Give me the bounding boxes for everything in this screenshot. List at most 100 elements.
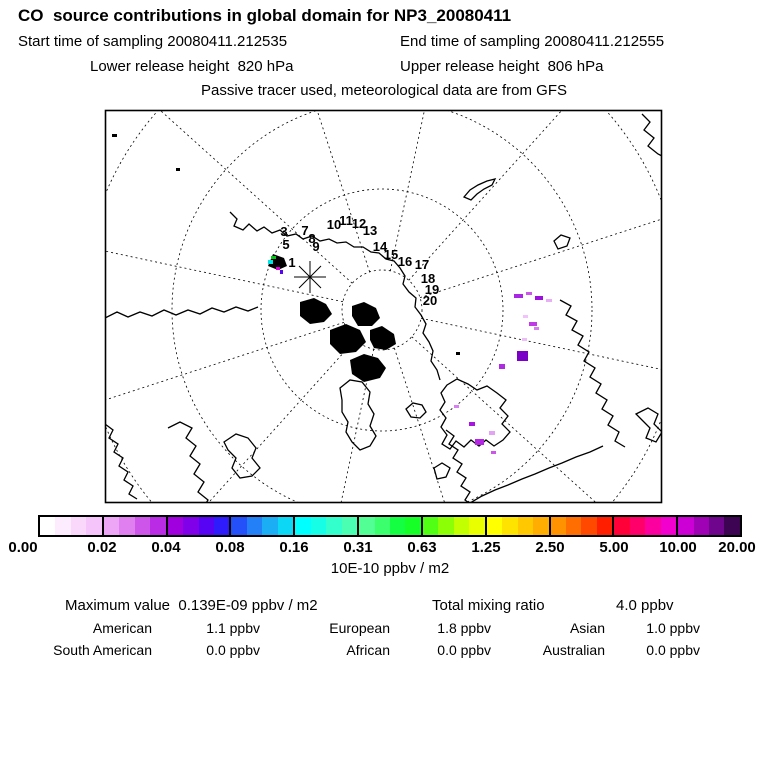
coast-europe <box>470 445 604 502</box>
coast-scandinavia <box>439 378 511 450</box>
colorbar-cell <box>581 517 597 535</box>
tracer-note: Passive tracer used, meteorological data… <box>201 82 567 99</box>
colorbar-cell <box>150 517 166 535</box>
trajectory-day-number: 11 <box>339 213 353 228</box>
coast-novaya-zemlya <box>462 178 497 201</box>
coast-britain <box>445 429 471 502</box>
colorbar-cell <box>119 517 135 535</box>
colorbar-cell <box>484 517 503 535</box>
contribution-patch <box>491 451 496 454</box>
contribution-row-2: South American 0.0 ppbv African 0.0 ppbv… <box>0 642 768 658</box>
region-label: South American <box>53 642 152 658</box>
contribution-patch <box>469 422 475 426</box>
coast-na-north <box>106 306 259 319</box>
release-marker-dots <box>268 256 283 274</box>
colorbar-cell <box>453 517 470 535</box>
start-time-label: Start time of sampling 20080411.212535 <box>18 33 288 50</box>
colorbar-cell <box>213 517 230 535</box>
contribution-patch <box>517 351 528 361</box>
colorbar-cell <box>262 517 278 535</box>
colorbar-cell <box>660 517 677 535</box>
colorbar-cell <box>533 517 549 535</box>
colorbar-cell <box>70 517 87 535</box>
contribution-patch <box>522 338 527 341</box>
colorbar-cell <box>389 517 406 535</box>
region-value: 1.1 ppbv <box>206 620 260 636</box>
region-value: 0.0 ppbv <box>437 642 491 658</box>
contribution-row-1: American 1.1 ppbv European 1.8 ppbv Asia… <box>0 620 768 636</box>
colorbar-tick-label: 0.16 <box>279 539 309 556</box>
map-frame <box>104 109 663 504</box>
colorbar-cell <box>420 517 439 535</box>
contribution-patch <box>526 292 532 295</box>
colorbar-tick-label: 0.63 <box>407 539 437 556</box>
coast-russia-east <box>559 299 626 448</box>
colorbar-cell <box>326 517 342 535</box>
coast-hudson <box>167 421 209 502</box>
contribution-patch <box>454 405 459 408</box>
colorbar-tick-label: 10.00 <box>659 539 697 556</box>
colorbar-tick-label: 5.00 <box>599 539 629 556</box>
release-marker-dot <box>268 260 273 264</box>
trajectory-day-number: 5 <box>282 237 289 252</box>
colorbar-cell <box>86 517 102 535</box>
region-value: 0.0 ppbv <box>646 642 700 658</box>
trajectory-day-number: 20 <box>423 293 437 308</box>
contribution-patch <box>534 327 539 330</box>
colorbar-cell <box>341 517 358 535</box>
colorbar-cell <box>198 517 214 535</box>
contribution-patches <box>454 292 552 454</box>
station-asterisk <box>294 261 326 293</box>
colorbar-cell <box>517 517 534 535</box>
colorbar-tick-label: 1.25 <box>471 539 501 556</box>
colorbar-ticks: 0.00 0.02 0.04 0.08 0.16 0.31 0.63 1.25 2.50 5.00… <box>0 539 768 557</box>
region-value: 1.8 ppbv <box>437 620 491 636</box>
coast-caspian <box>634 407 661 443</box>
colorbar-cell <box>565 517 582 535</box>
colorbar-cell <box>548 517 566 535</box>
colorbar-cell <box>709 517 725 535</box>
region-value: 0.0 ppbv <box>206 642 260 658</box>
region-label: African <box>346 642 390 658</box>
lower-release-label: Lower release height 820 hPa <box>90 58 294 75</box>
colorbar-cell <box>693 517 710 535</box>
colorbar-cell <box>310 517 327 535</box>
colorbar-cell <box>612 517 630 535</box>
contribution-patch <box>499 364 505 369</box>
release-marker <box>268 254 326 293</box>
colorbar-cell <box>374 517 390 535</box>
release-marker-dot <box>280 270 283 274</box>
colorbar-cell <box>724 517 740 535</box>
trajectory-day-number: 10 <box>327 217 341 232</box>
colorbar-cell <box>165 517 184 535</box>
plot-title: CO source contributions in global domain… <box>18 6 512 25</box>
colorbar-cell <box>134 517 151 535</box>
colorbar-cell <box>101 517 120 535</box>
contribution-patch <box>535 296 543 300</box>
region-label: American <box>92 620 152 636</box>
contribution-patch <box>546 299 552 302</box>
region-label: Asian <box>569 620 605 636</box>
colorbar <box>38 515 742 537</box>
release-marker-dot <box>271 256 276 259</box>
contribution-patch <box>529 322 537 326</box>
coast-siberia-arc <box>229 211 441 381</box>
release-marker-dot <box>276 267 280 270</box>
coast-ireland <box>433 462 451 480</box>
colorbar-cell <box>40 517 56 535</box>
trajectory-day-number: 7 <box>301 223 308 238</box>
colorbar-cell <box>229 517 247 535</box>
region-label: European <box>329 620 390 636</box>
trajectory-day-number: 1 <box>288 255 295 270</box>
trajectory-day-number: 19 <box>425 282 439 297</box>
total-mixing-ratio-label: Total mixing ratio <box>432 597 545 614</box>
colorbar-tick-label: 2.50 <box>535 539 565 556</box>
coast-island-right <box>553 234 571 250</box>
coast-iceland <box>405 402 427 419</box>
colorbar-cell <box>629 517 646 535</box>
coast-greenland <box>339 379 377 451</box>
maximum-value-label: Maximum value 0.139E-09 ppbv / m2 <box>65 597 318 614</box>
trajectory-day-number: 15 <box>384 247 398 262</box>
colorbar-cell <box>676 517 694 535</box>
trajectory-day-number: 17 <box>415 257 429 272</box>
